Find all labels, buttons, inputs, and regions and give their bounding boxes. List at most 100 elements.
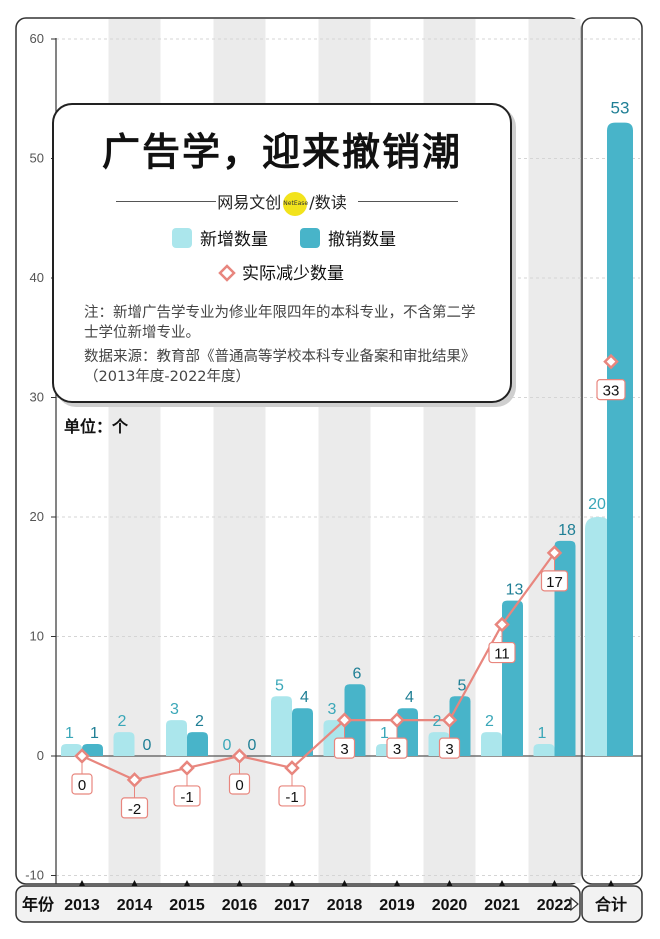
label-cancel: 6 <box>353 665 362 682</box>
net-line-path <box>81 552 556 782</box>
y-tick-label: 10 <box>30 629 44 644</box>
net-label: 3 <box>340 741 348 758</box>
brand-divider-right <box>358 201 458 202</box>
x-tick-marker <box>446 880 453 886</box>
net-marker <box>179 760 195 776</box>
x-tick-marker <box>79 880 85 886</box>
legend-swatch-cancel <box>300 228 320 248</box>
brand-slash: / <box>309 193 315 212</box>
x-tick-marker <box>394 880 400 886</box>
net-label: 11 <box>494 646 510 663</box>
unit-label: 单位：个 <box>64 417 129 436</box>
bar-new <box>271 696 292 756</box>
chart-title: 广告学，迎来撤销潮 <box>101 130 462 174</box>
bar-new <box>61 744 82 756</box>
x-axis-strip <box>15 885 581 923</box>
label-cancel: 4 <box>405 689 414 706</box>
brand: 网易文创 NetEase/数读 <box>66 189 498 216</box>
bar-new <box>481 732 502 756</box>
legend-label-net: 实际减少数量 <box>242 264 344 284</box>
label-new: 2 <box>433 713 442 730</box>
x-tick-marker <box>184 880 190 886</box>
x-tick-label: 2017 <box>274 897 310 914</box>
label-cancel: 1 <box>90 725 99 742</box>
net-label: 17 <box>546 574 563 591</box>
bar-cancel <box>187 732 208 756</box>
label-cancel: 0 <box>143 737 152 754</box>
x-tick-marker <box>236 880 243 886</box>
legend-card: 广告学，迎来撤销潮 网易文创 NetEase/数读 新增数量 撤销数量 实际减少数… <box>52 103 512 403</box>
x-axis: 年份 2013 2014 2015 2016 2017 2018 2019 2020 2021 20… <box>15 880 643 923</box>
label-cancel: 13 <box>506 582 524 599</box>
label-new: 3 <box>170 701 179 718</box>
diamond-marker-icon <box>218 264 236 282</box>
legend-swatch-new <box>172 228 192 248</box>
brand-column: 数读 <box>314 193 347 212</box>
net-label: -1 <box>180 789 193 806</box>
label-new: 2 <box>485 713 494 730</box>
bar-total-new <box>585 517 611 756</box>
legend-item-net: 实际减少数量 <box>218 259 344 284</box>
x-tick-label: 2022 <box>537 897 573 914</box>
bar-new <box>533 744 555 756</box>
x-tick-marker-total <box>608 880 614 886</box>
label-new: 5 <box>275 677 284 694</box>
x-tick-label: 2021 <box>484 897 520 914</box>
x-tick-label: 2014 <box>117 897 153 914</box>
x-tick-marker <box>289 880 295 886</box>
net-label-total: 33 <box>603 383 620 400</box>
label-new: 2 <box>118 713 127 730</box>
bar-cancel <box>502 600 523 756</box>
label-cancel: 0 <box>248 737 257 754</box>
y-tick-label: -10 <box>25 868 44 883</box>
label-new: 1 <box>65 725 74 742</box>
legend-item-cancel: 撤销数量 <box>300 225 396 250</box>
x-tick-marker <box>551 880 558 886</box>
bar-cancel <box>554 540 576 756</box>
label-new: 0 <box>223 737 232 754</box>
net-label: 3 <box>445 741 453 758</box>
bar-new <box>166 720 187 756</box>
note-text: 注：新增广告学专业为修业年限四年的本科专业，不含第二学士学位新增专业。 <box>84 305 476 341</box>
x-tick-label: 2013 <box>64 897 100 914</box>
legend-label-cancel: 撤销数量 <box>328 230 396 250</box>
x-tick-label: 2019 <box>379 897 415 914</box>
x-tick-label: 2018 <box>327 897 363 914</box>
y-ticks: 60 50 40 30 20 10 0 -10 <box>25 31 56 883</box>
x-tick-label: 2016 <box>222 897 258 914</box>
net-label: 3 <box>393 741 401 758</box>
label-total-new: 20 <box>588 496 606 513</box>
net-label: -1 <box>285 789 298 806</box>
net-label: 0 <box>78 777 86 794</box>
y-tick-label: 0 <box>37 748 44 763</box>
source-text: 数据来源：教育部《普通高等学校本科专业备案和审批结果》（2013年度-2022年… <box>84 349 476 385</box>
bar-cancel <box>292 708 313 756</box>
x-tick-label: 2020 <box>432 897 468 914</box>
bar-cancel <box>82 744 103 756</box>
label-new: 1 <box>380 725 389 742</box>
x-tick-marker <box>341 880 348 886</box>
chevron-right-icon <box>570 896 579 912</box>
label-total-cancel: 53 <box>611 99 630 118</box>
y-tick-label: 60 <box>30 31 44 46</box>
brand-name: 网易文创 <box>217 193 282 212</box>
x-tick-label-total: 合计 <box>595 895 627 914</box>
y-tick-label: 50 <box>30 151 44 166</box>
label-new: 1 <box>538 725 547 742</box>
brand-divider-left <box>116 201 216 202</box>
net-label: 0 <box>235 777 243 794</box>
net-label: -2 <box>128 801 141 818</box>
label-cancel: 18 <box>558 522 576 539</box>
brand-row: 网易文创 NetEase/数读 <box>66 189 498 216</box>
net-label-box-total <box>596 379 626 401</box>
legend-label-new: 新增数量 <box>200 230 268 250</box>
bar-new <box>113 732 135 756</box>
label-cancel: 4 <box>300 689 309 706</box>
y-tick-label: 20 <box>30 509 44 524</box>
netease-logo-icon: NetEase <box>283 191 308 216</box>
y-tick-label: 40 <box>30 270 44 285</box>
legend-item-new: 新增数量 <box>172 225 268 250</box>
x-tick-marker <box>131 880 138 886</box>
bar-total-cancel <box>607 122 633 756</box>
